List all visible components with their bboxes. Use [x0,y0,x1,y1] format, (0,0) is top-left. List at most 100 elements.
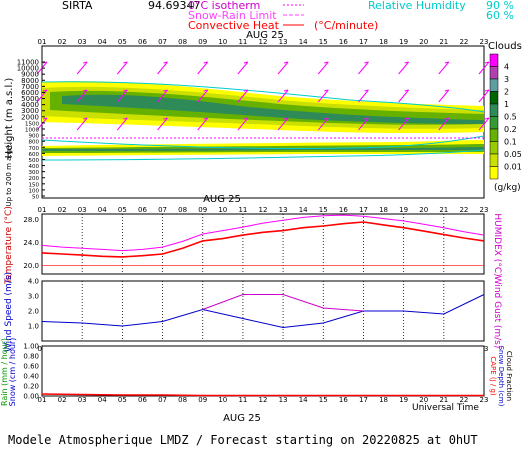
wind-arrow [358,89,369,103]
y-tick-label: 2.0 [28,308,39,316]
wind-arrow-head [283,89,289,92]
cloud-y-tick-label: 1000 [25,128,39,134]
y-tick-label: 0.40 [23,373,39,381]
hour-tick-label: 08 [178,206,187,214]
wind-arrow [197,117,209,131]
cloud-legend-label: 3 [504,75,509,84]
wind-arrow [317,89,329,103]
cloud-y-tick-label: 900 [29,134,40,140]
cloud-y-tick-label: 800 [29,140,40,146]
cloud-legend-label: 0.2 [504,125,517,134]
wind-arrow-head [42,117,48,120]
cloud-y-tick-label: 500 [29,158,40,164]
hour-tick-label: 05 [118,396,127,404]
hour-tick-label: 06 [138,38,147,46]
date-label-3: AUG 25 [223,413,261,424]
wind-arrow [478,117,490,131]
precip-panel: 1.00 0.80 0.60 0.40 0.20 0.00 Rain (mm / hour… [0,338,513,407]
cloud-legend-swatch [489,103,499,117]
wind-arrow [398,89,410,103]
series-line [41,214,485,252]
cloud-y-tick-label: 2000 [21,113,39,121]
hour-tick-label: 06 [138,396,147,404]
hour-tick-label: 23 [480,38,489,46]
cloud-band-darkgreen [62,94,484,124]
cloud-legend-label: 4 [504,63,509,72]
conv-unit: (°C/minute) [314,19,378,32]
wind-arrow [116,61,128,75]
wind-arrow-head [203,61,208,64]
wind-arrow-head [404,117,409,120]
wind-arrow-head [83,61,88,64]
wind-arrow [36,89,48,103]
y-tick-label: 1.0 [28,323,39,331]
wind-ylabel2: Wind Gust (m/s) [492,276,502,349]
cloud-legend-swatch [489,91,499,105]
y-tick-label: 1.00 [23,343,39,351]
y-tick-label: 0.60 [23,363,39,371]
wind-arrow [76,89,88,103]
series-line [41,221,485,258]
cloud-legend-label: 0.01 [504,163,522,172]
cloud-legend-swatch [489,53,499,67]
wind-arrow-head [364,61,369,64]
precip-ylabel2: Snow (cm / hour) [8,338,17,407]
cloud-y-tick-label: 200 [29,176,40,182]
rh-label: Relative Humidity [368,0,466,12]
hour-tick-label: 07 [158,396,167,404]
wind-arrow [197,61,209,75]
y-tick-label: 20.0 [23,262,39,270]
hour-tick-label: 15 [319,396,328,404]
wind-arrow-head [283,61,289,64]
wind-arrow-head [364,117,369,120]
wind-grid [41,281,485,341]
wind-arrow-head [123,61,128,64]
cloud-legend-label: 0.5 [504,113,517,122]
y-tick-label: 3.0 [28,293,39,301]
date-label-2: AUG 25 [203,194,241,205]
cloud-legend-swatch [489,66,499,80]
hour-tick-label: 12 [259,38,268,46]
hour-tick-label: 19 [399,396,408,404]
wind-arrow [358,61,369,75]
hour-tick-label: 14 [299,206,308,214]
rh-90-label: 90 % [486,0,514,12]
hour-tick-label: 20 [419,38,428,46]
precip-panel-frame [41,345,485,397]
hour-tick-label: 16 [339,38,348,46]
hour-tick-label: 19 [399,38,408,46]
station-name: SIRTA [62,0,93,12]
hour-tick-label: 21 [439,206,448,214]
wind-arrow-head [243,117,249,120]
hour-tick-label: 15 [319,206,328,214]
rh-contour-2 [41,149,485,161]
hour-tick-label: 10 [218,38,227,46]
cloud-y-tick-label: 3000 [21,107,39,115]
cloud-legend: Clouds 4 3 2 1 0.5 0.2 0.1 0.05 0.01 (g/kg) [488,41,522,193]
cloud-legend-swatch [489,128,499,142]
cloud-y-tick-label: 300 [29,170,40,176]
hour-tick-label: 18 [379,206,388,214]
hour-tick-label: 13 [279,206,288,214]
hour-tick-label: 09 [198,38,207,46]
hour-tick-label: 04 [98,38,107,46]
hour-tick-label: 06 [138,206,147,214]
wind-arrow-head [404,61,409,64]
wind-arrow-head [163,117,168,120]
wind-y-ticks: 4.0 3.0 2.0 1.0 [28,278,39,331]
date-label-1: AUG 25 [246,30,284,41]
hour-tick-label: 02 [58,38,67,46]
hour-tick-label: 03 [78,206,87,214]
cloud-y-tick-label: 6000 [21,89,39,97]
wind-arrow-head [283,117,289,120]
wind-arrow [398,117,410,131]
hour-tick-label: 01 [38,206,47,214]
cloud-ylabel2: Up to 200 m a.g.l. [5,143,13,206]
hour-tick-label: 21 [439,38,448,46]
wind-panel: 4.0 3.0 2.0 1.0 Wind Speed (m/s) Wind Gust … [4,272,502,352]
wind-arrow [358,117,369,131]
hour-tick-label: 23 [480,206,489,214]
wind-arrow [277,89,289,103]
hour-tick-label: 22 [459,396,468,404]
hour-tick-label: 13 [279,38,288,46]
